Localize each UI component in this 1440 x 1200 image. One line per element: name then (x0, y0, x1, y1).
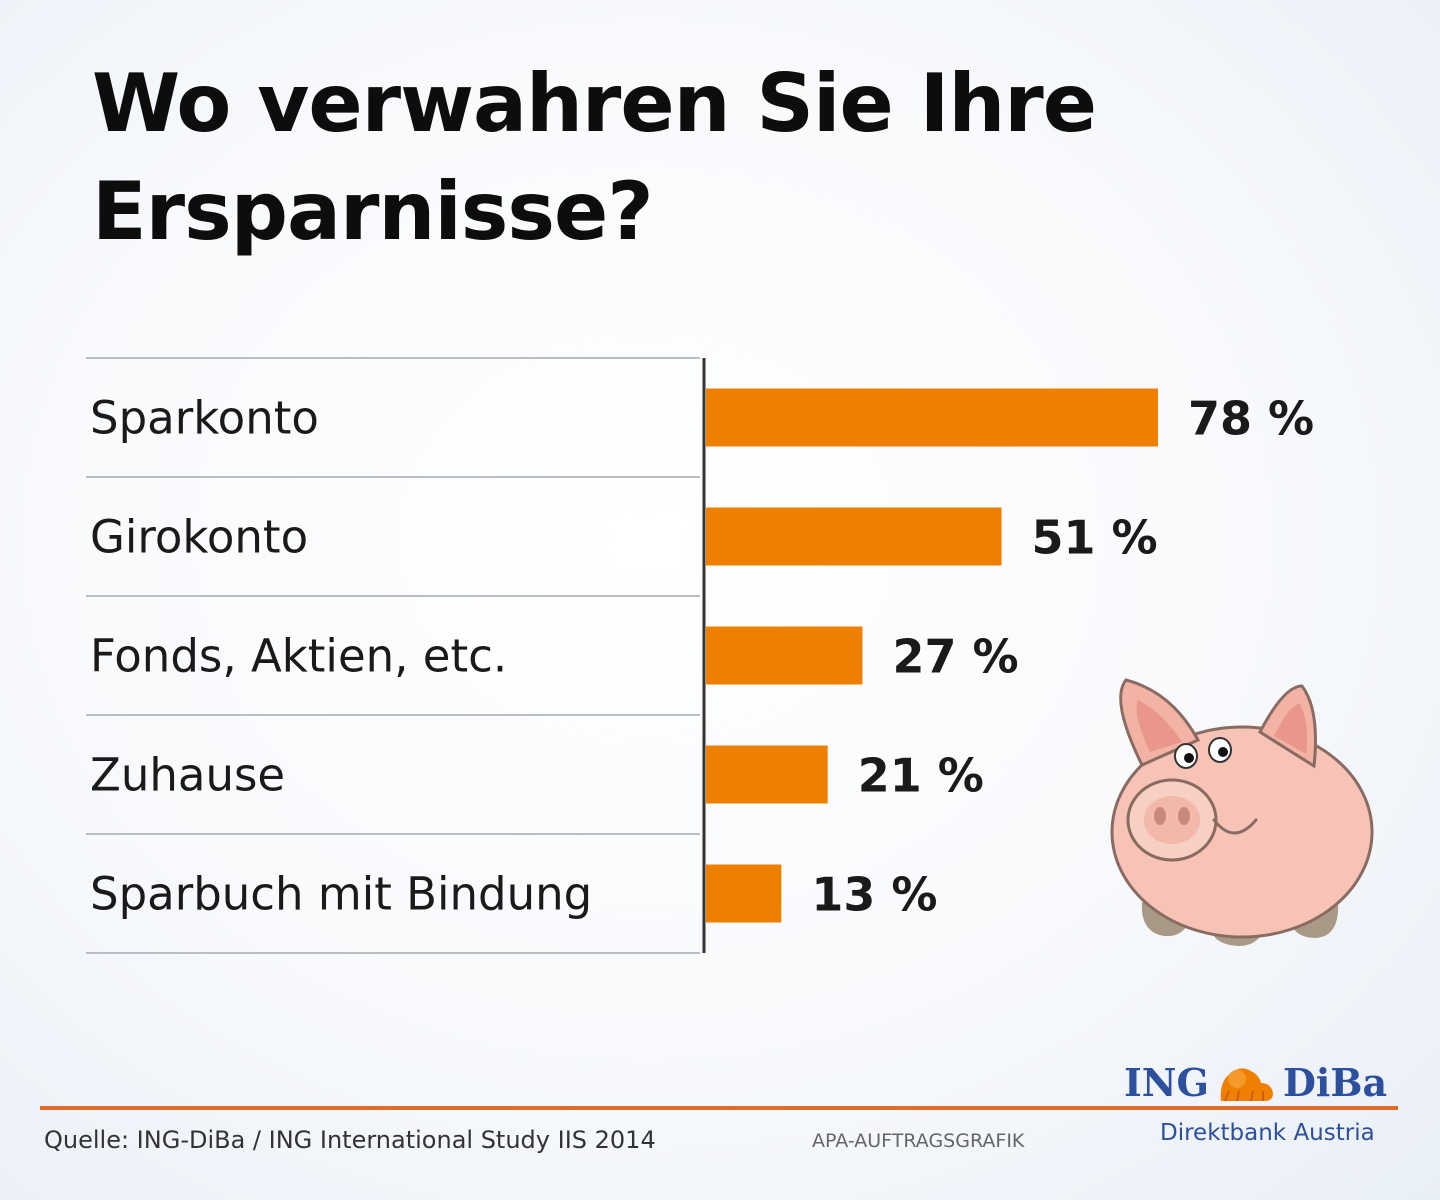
bar-chart: Sparkonto 78 % Girokonto 51 % Fonds, Aktien,… (86, 357, 1314, 954)
category-label: Fonds, Aktien, etc. (90, 630, 507, 683)
value-label: 21 % (858, 749, 984, 803)
logo-tagline: Direktbank Austria (1160, 1120, 1375, 1146)
lion-icon (1220, 1067, 1273, 1101)
piggy-bank-icon (1110, 678, 1374, 946)
chart-title-line-2: Ersparnisse? (92, 165, 654, 258)
category-label: Zuhause (90, 749, 285, 802)
chart-title: Wo verwahren Sie Ihre Ersparnisse? (92, 50, 1192, 266)
logo-text-left: ING (1124, 1060, 1209, 1105)
bar (706, 864, 782, 923)
logo-text-right: DiBa (1282, 1060, 1388, 1105)
value-label: 27 % (892, 630, 1018, 684)
bar (706, 507, 1002, 566)
value-label: 13 % (811, 868, 937, 922)
chart-title-line-1: Wo verwahren Sie Ihre (92, 57, 1097, 150)
source-note: Quelle: ING-DiBa / ING International Stu… (44, 1126, 656, 1154)
bar (706, 388, 1158, 447)
bar (706, 626, 863, 685)
category-label: Sparkonto (90, 392, 319, 445)
category-label: Sparbuch mit Bindung (90, 868, 592, 921)
value-label: 51 % (1032, 511, 1158, 565)
bar (706, 745, 828, 804)
value-label: 78 % (1188, 392, 1314, 446)
credit-note: APA-AUFTRAGSGRAFIK (812, 1130, 1025, 1152)
category-label: Girokonto (90, 511, 308, 564)
footer-rule (40, 1106, 1398, 1110)
ing-diba-logo: ING DiBa (1124, 1060, 1404, 1105)
